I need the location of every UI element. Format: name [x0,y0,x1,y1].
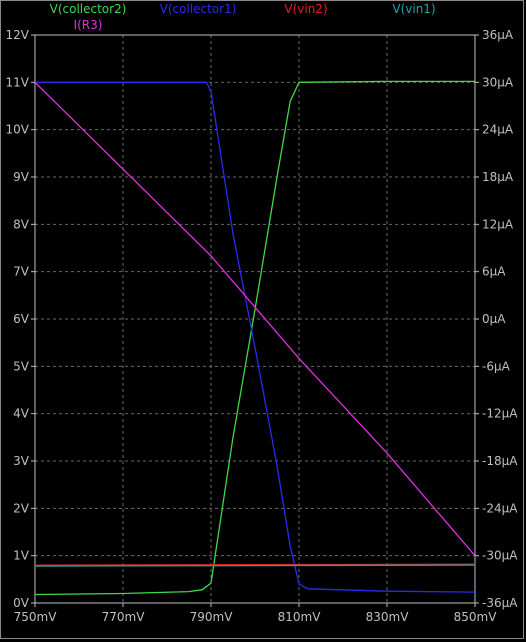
y-left-tick-label: 0V [13,596,30,610]
y-left-tick-label: 9V [13,170,30,184]
y-right-tick-label: 18µA [482,170,514,184]
y-left-tick-label: 10V [6,123,30,137]
y-right-tick-label: 30µA [482,75,514,89]
legend-v-collector1[interactable]: V(collector1) [160,2,237,16]
series-line-v-vin2 [34,563,476,566]
grid-lines [35,35,475,603]
y-right-tick-label: -36µA [482,596,518,610]
series-line-v-collector1 [35,81,476,593]
y-left-tick-label: 12V [6,28,30,42]
y-axis-left-ticks: 0V 1V 2V 3V 4V 5V 6V 7V 8V 9V 10V 11V 12V [6,28,35,610]
y-left-tick-label: 2V [13,501,30,515]
y-right-tick-label: 36µA [482,28,514,42]
series-line-i-r3 [34,81,476,557]
x-tick-label: 830mV [366,610,410,624]
series-layer [34,80,476,596]
y-left-tick-label: 7V [13,265,30,279]
y-left-tick-label: 5V [13,359,30,373]
y-left-tick-label: 11V [6,75,30,89]
x-tick-label: 770mV [102,610,146,624]
y-axis-right-ticks: -36µA -30µA -24µA -18µA -12µA -6µA 0µA 6µA 12µA 1… [475,28,518,610]
legend-v-vin1[interactable]: V(vin1) [392,2,435,16]
x-tick-label: 750mV [14,610,58,624]
y-right-tick-label: -6µA [482,359,511,373]
y-right-tick-label: 0µA [482,312,506,326]
y-right-tick-label: -30µA [482,549,518,563]
x-tick-label: 810mV [278,610,322,624]
y-right-tick-label: 12µA [482,217,514,231]
y-right-tick-label: -18µA [482,454,518,468]
x-tick-label: 790mV [190,610,234,624]
y-left-tick-label: 3V [13,454,30,468]
y-left-tick-label: 6V [13,312,30,326]
legend-v-collector2[interactable]: V(collector2) [50,2,127,16]
y-right-tick-label: -12µA [482,407,518,421]
legend-i-r3[interactable]: I(R3) [74,18,103,32]
legend-v-vin2[interactable]: V(vin2) [284,2,327,16]
y-right-tick-label: 24µA [482,123,514,137]
y-left-tick-label: 8V [13,217,30,231]
series-line-v-vin1 [34,564,476,567]
y-right-tick-label: -24µA [482,501,518,515]
y-right-tick-label: 6µA [482,265,506,279]
legend: V(collector2) V(collector1) V(vin2) V(vin1)… [50,2,436,32]
series-line-v-collector2 [34,80,475,596]
y-left-tick-label: 1V [13,549,30,563]
x-tick-label: 850mV [454,610,498,624]
y-left-tick-label: 4V [13,407,30,421]
x-axis-ticks: 750mV 770mV 790mV 810mV 830mV 850mV [14,603,498,624]
